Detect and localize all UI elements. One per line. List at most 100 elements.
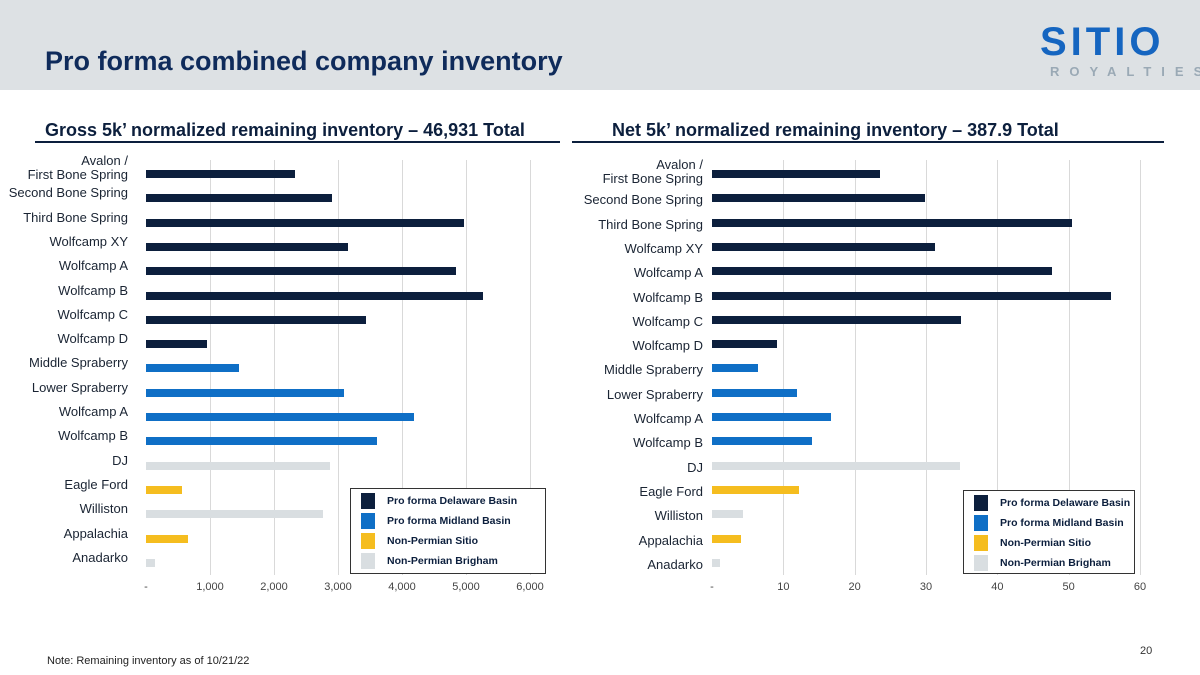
bar-midland xyxy=(146,388,345,397)
category-label: Appalachia xyxy=(638,532,703,548)
legend-label: Pro forma Midland Basin xyxy=(387,515,511,527)
bar-brigham xyxy=(146,558,155,567)
bar-delaware xyxy=(712,315,961,324)
legend-swatch xyxy=(361,553,375,569)
legend-item-delaware: Pro forma Delaware Basin xyxy=(361,493,517,509)
gridline xyxy=(274,160,275,575)
bar-brigham xyxy=(712,510,743,519)
category-label: Lower Spraberry xyxy=(31,379,128,395)
x-tick-label: 6,000 xyxy=(516,581,544,593)
category-label: Wolfcamp A xyxy=(58,258,128,274)
gridline xyxy=(854,160,856,575)
category-label: Eagle Ford xyxy=(639,483,703,499)
category-label: Second Bone Spring xyxy=(8,185,128,201)
bar-delaware xyxy=(146,315,367,324)
bar-sitio xyxy=(146,485,183,494)
category-label: DJ xyxy=(112,452,128,468)
bar-delaware xyxy=(712,194,926,203)
category-label: DJ xyxy=(687,459,703,475)
chart-title: Net 5k’ normalized remaining inventory –… xyxy=(612,120,1059,140)
bar-delaware xyxy=(712,170,881,178)
bar-midland xyxy=(712,364,758,373)
category-label: Wolfcamp XY xyxy=(624,240,703,256)
x-tick-label: 40 xyxy=(991,581,1004,593)
bar-midland xyxy=(146,437,378,446)
x-tick-label: - xyxy=(710,581,714,593)
bar-brigham xyxy=(146,461,331,470)
x-tick-label: 50 xyxy=(1062,581,1075,593)
bar-midland xyxy=(712,413,832,421)
bar-midland xyxy=(712,437,812,446)
category-label: Eagle Ford xyxy=(64,476,128,492)
gridline xyxy=(466,160,467,575)
category-label: Wolfcamp A xyxy=(633,265,703,281)
category-label: Second Bone Spring xyxy=(583,192,703,208)
category-label: Williston xyxy=(654,508,703,524)
logo-tagline: ROYALTIES xyxy=(1050,64,1200,79)
category-label: Wolfcamp XY xyxy=(49,233,128,249)
x-tick-label: 30 xyxy=(919,581,933,593)
x-tick-label: 60 xyxy=(1133,581,1147,593)
category-label: Middle Spraberry xyxy=(604,362,703,378)
legend-swatch xyxy=(974,535,988,551)
bar-delaware xyxy=(712,340,777,349)
bar-midland xyxy=(712,388,797,397)
gridline xyxy=(1068,160,1070,575)
bar-delaware xyxy=(146,170,296,178)
category-label: Wolfcamp B xyxy=(633,289,703,305)
bar-sitio xyxy=(712,534,742,543)
category-label: Third Bone Spring xyxy=(598,216,703,232)
category-label: Third Bone Spring xyxy=(23,209,128,225)
x-tick-label: 20 xyxy=(848,581,861,593)
chart-legend: Pro forma Delaware Basin Pro forma Midlan… xyxy=(350,488,546,574)
bar-delaware xyxy=(146,340,208,349)
chart-legend: Pro forma Delaware Basin Pro forma Midlan… xyxy=(963,490,1135,574)
legend-swatch xyxy=(361,513,375,529)
sitio-logo: SITIO ROYALTIES xyxy=(1010,20,1200,82)
legend-swatch xyxy=(974,495,988,511)
legend-swatch xyxy=(974,515,988,531)
gridline xyxy=(338,160,339,575)
x-tick-label: - xyxy=(144,581,148,593)
category-label: Avalon / First Bone Spring xyxy=(27,153,128,182)
bar-brigham xyxy=(146,510,324,519)
title-underline xyxy=(35,141,560,143)
category-label: Williston xyxy=(79,501,128,517)
legend-item-midland: Pro forma Midland Basin xyxy=(974,515,1124,531)
legend-swatch xyxy=(361,493,375,509)
bar-delaware xyxy=(712,242,936,251)
x-tick-label: 1,000 xyxy=(196,581,224,593)
bar-midland xyxy=(146,413,414,421)
bar-delaware xyxy=(146,267,456,276)
page-number: 20 xyxy=(1140,645,1153,657)
logo-wordmark: SITIO xyxy=(1040,20,1165,64)
bar-sitio xyxy=(712,485,800,494)
x-tick-label: 10 xyxy=(777,581,790,593)
legend-label: Non-Permian Sitio xyxy=(1000,537,1092,549)
x-tick-label: 4,000 xyxy=(388,581,416,593)
category-label: Lower Spraberry xyxy=(606,386,703,402)
bar-midland xyxy=(146,364,240,373)
category-label: Anadarko xyxy=(72,549,128,565)
page-title: Pro forma combined company inventory xyxy=(45,46,563,76)
bar-brigham xyxy=(712,558,720,567)
legend-label: Non-Permian Sitio xyxy=(387,535,479,547)
footnote: Note: Remaining inventory as of 10/21/22 xyxy=(47,655,250,667)
x-tick-label: 3,000 xyxy=(324,581,352,593)
category-label: Wolfcamp A xyxy=(633,411,703,426)
bar-delaware xyxy=(712,267,1052,276)
bar-brigham xyxy=(712,461,960,470)
chart-title: Gross 5k’ normalized remaining inventory… xyxy=(45,120,525,140)
legend-item-delaware: Pro forma Delaware Basin xyxy=(974,495,1130,511)
bar-delaware xyxy=(712,218,1072,227)
category-label: Wolfcamp A xyxy=(58,404,128,419)
category-label: Wolfcamp B xyxy=(633,435,703,451)
bar-delaware xyxy=(146,291,483,300)
bar-delaware xyxy=(146,194,332,203)
category-label: Wolfcamp D xyxy=(57,331,128,347)
legend-label: Pro forma Midland Basin xyxy=(1000,517,1124,529)
category-label: Wolfcamp B xyxy=(58,282,128,298)
gridline xyxy=(783,160,785,575)
legend-item-sitio: Non-Permian Sitio xyxy=(361,533,478,549)
legend-item-midland: Pro forma Midland Basin xyxy=(361,513,511,529)
